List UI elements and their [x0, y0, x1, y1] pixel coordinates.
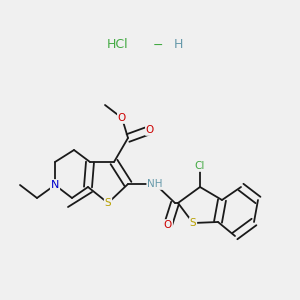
Text: S: S [105, 198, 111, 208]
Text: Cl: Cl [195, 161, 205, 171]
Text: O: O [164, 220, 172, 230]
Text: S: S [190, 218, 196, 228]
Text: −: − [153, 38, 163, 52]
Text: H: H [173, 38, 183, 52]
Text: O: O [118, 113, 126, 123]
Text: HCl: HCl [107, 38, 129, 52]
Text: O: O [146, 125, 154, 135]
Text: NH: NH [147, 179, 163, 189]
Text: N: N [51, 180, 59, 190]
